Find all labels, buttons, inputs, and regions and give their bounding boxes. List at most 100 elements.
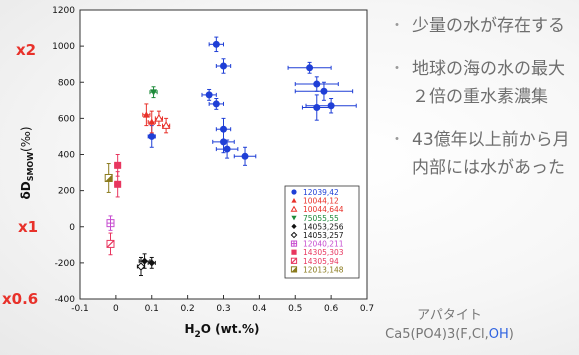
y-axis-title-main: δD	[19, 181, 33, 199]
y-tick-label: -200	[55, 259, 76, 269]
y-tick-label: -400	[55, 295, 76, 305]
marker-square-slash-line	[290, 257, 298, 264]
x-tick-label: -0.1	[71, 304, 89, 314]
axis-ticks: -0.1 0 0.1 0.2 0.3 0.4 0.5 0.6 0.7 -400 -200 0 200 40…	[52, 6, 374, 314]
apatite-caption: アパタイト Ca5(PO4)3(F,Cl,OH)	[362, 306, 537, 344]
marker-diamond-open	[290, 231, 298, 239]
data-point	[106, 215, 115, 231]
data-points	[104, 36, 357, 277]
x-tick-label: 0.4	[252, 304, 267, 314]
marker-circle	[320, 87, 328, 95]
legend-label: 14305,94	[303, 257, 339, 266]
marker-triangle-open	[154, 113, 164, 122]
data-point	[147, 110, 156, 134]
marker-square	[114, 161, 122, 169]
marker-triangle-down	[150, 89, 158, 96]
marker-circle	[212, 40, 220, 48]
bullet-dot: ・	[390, 132, 404, 148]
formula-oh: OH	[488, 327, 509, 342]
marker-triangle-open	[161, 121, 171, 129]
x-tick-label: 0.1	[145, 304, 159, 314]
data-point	[114, 171, 122, 198]
data-point	[154, 110, 164, 127]
marker-square	[114, 180, 122, 188]
marker-circle	[223, 145, 231, 153]
data-point	[201, 88, 217, 101]
legend-label: 10044,12	[303, 197, 339, 206]
marker-circle	[148, 132, 156, 140]
marker-diamond-open	[136, 262, 146, 271]
y-tick-label: 200	[58, 187, 75, 197]
marker-circle	[220, 62, 227, 70]
x-tick-label: 0	[113, 304, 119, 314]
marker-circle	[212, 100, 220, 108]
marker-square-slash-line	[106, 239, 115, 248]
x-tick-label: 0.2	[180, 304, 194, 314]
bullet-text: 少量の水が存在する	[412, 16, 565, 36]
legend-label: 12039,42	[303, 188, 339, 197]
data-point	[104, 163, 113, 193]
y-tick-label: 1200	[52, 6, 75, 16]
y-tick-label: 800	[58, 78, 75, 88]
legend-label: 14053,256	[303, 222, 344, 231]
x-tick-label: 0.3	[216, 304, 230, 314]
factor-label-x2: x2	[16, 41, 37, 59]
bullet-item: ・ 少量の水が存在する	[386, 12, 576, 40]
formula-end: )	[508, 327, 514, 342]
y-tick-label: 1000	[52, 42, 75, 52]
x-axis-title: H2O (wt.%)	[184, 322, 259, 340]
data-point	[287, 61, 332, 74]
data-point	[215, 58, 232, 74]
apatite-name: アパタイト	[417, 308, 482, 323]
apatite-formula: Ca5(PO4)3(F,Cl,OH)	[362, 325, 537, 344]
y-axis-title-unit: (‰)	[19, 126, 33, 151]
marker-square	[291, 249, 297, 255]
marker-diamond	[291, 223, 297, 229]
x-axis-title-main: H	[184, 322, 194, 336]
data-point	[149, 86, 158, 99]
marker-triangle-down	[291, 215, 297, 221]
bullet-dot: ・	[390, 18, 404, 34]
x-axis-title-rest: O (wt.%)	[201, 322, 260, 336]
x-tick-label: 0.6	[324, 304, 339, 314]
marker-diamond	[148, 259, 156, 267]
bullet-text: 43億年以上前から月内部には水があった	[412, 130, 570, 178]
data-point	[142, 103, 151, 127]
marker-circle	[291, 189, 297, 195]
marker-square-half-fill	[105, 174, 113, 182]
x-tick-label: 0.7	[360, 304, 374, 314]
marker-circle	[306, 64, 314, 72]
bullet-text: 地球の海の水の最大２倍の重水素濃集	[412, 59, 565, 107]
formula-main: Ca5(PO4)3(F,Cl,	[385, 327, 489, 342]
marker-triangle	[142, 111, 150, 118]
marker-circle	[313, 80, 321, 88]
y-tick-label: 600	[58, 114, 75, 124]
data-point	[208, 36, 224, 53]
marker-circle	[220, 138, 227, 146]
bullet-item: ・ 43億年以上前から月内部には水があった	[386, 126, 576, 182]
marker-triangle	[148, 118, 156, 125]
data-point	[161, 117, 171, 134]
data-point	[294, 81, 354, 101]
marker-circle	[313, 104, 321, 112]
data-point	[215, 139, 239, 159]
y-tick-label: 400	[58, 151, 75, 161]
legend-label: 75055,55	[303, 214, 339, 223]
factor-label-x1: x1	[18, 218, 39, 236]
marker-square-half-fill	[291, 266, 297, 272]
factor-label-x06: x0.6	[2, 290, 39, 308]
data-point	[106, 232, 115, 256]
bullet-item: ・ 地球の海の水の最大２倍の重水素濃集	[386, 55, 576, 111]
y-axis-title: δDSMOW(‰)	[19, 126, 35, 199]
data-point	[136, 256, 146, 277]
data-point	[301, 94, 332, 121]
marker-circle	[241, 152, 249, 160]
legend-box	[284, 185, 360, 279]
marker-circle	[205, 91, 213, 99]
y-tick-label: 0	[69, 223, 75, 233]
legend-label: 12013,148	[303, 265, 344, 274]
data-point	[147, 256, 156, 269]
legend-label: 14053,257	[303, 231, 344, 240]
x-tick-label: 0.5	[288, 304, 302, 314]
